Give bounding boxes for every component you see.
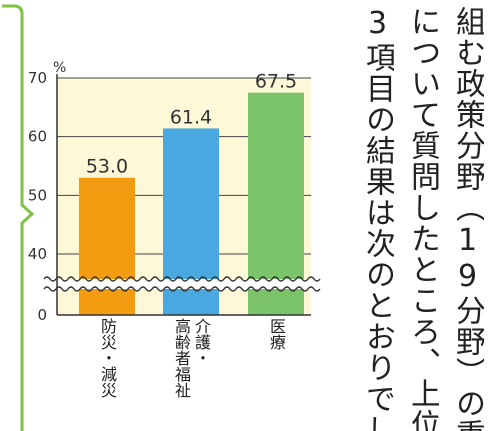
body-text-column-1: 組む政策分野（19分野）の重要度 <box>450 6 484 431</box>
y-tick-label: 40 <box>28 245 47 263</box>
y-unit-label: % <box>53 60 66 76</box>
axis-break-gap <box>44 279 314 289</box>
body-text-column-3: 3項目の結果は次のとおりでした <box>360 6 394 431</box>
category-label: 高齢者福祉 <box>172 318 191 398</box>
bar-value-label: 67.5 <box>255 71 297 93</box>
category-label: 医療 <box>267 318 286 350</box>
y-tick-label: 60 <box>28 128 47 146</box>
y-tick-labels: 0 40 50 60 70 <box>28 69 47 324</box>
value-labels: 53.0 61.4 67.5 <box>86 71 297 178</box>
category-label: 介護・ <box>192 318 211 366</box>
y-tick-label: 70 <box>28 69 47 87</box>
axis-break-wave-bottom <box>43 286 321 292</box>
bar-value-label: 61.4 <box>170 106 212 128</box>
category-label: 防災・減災 <box>98 318 117 398</box>
bar-value-label: 53.0 <box>86 156 128 178</box>
y-tick-label: 0 <box>37 306 47 324</box>
body-text-column-2: について質問したところ、上位 <box>405 6 439 431</box>
bar <box>79 177 135 315</box>
left-bracket <box>2 4 35 431</box>
y-tick-label: 50 <box>28 186 47 204</box>
axis-break-marks <box>43 276 321 292</box>
axis-break-wave-top <box>43 276 321 282</box>
